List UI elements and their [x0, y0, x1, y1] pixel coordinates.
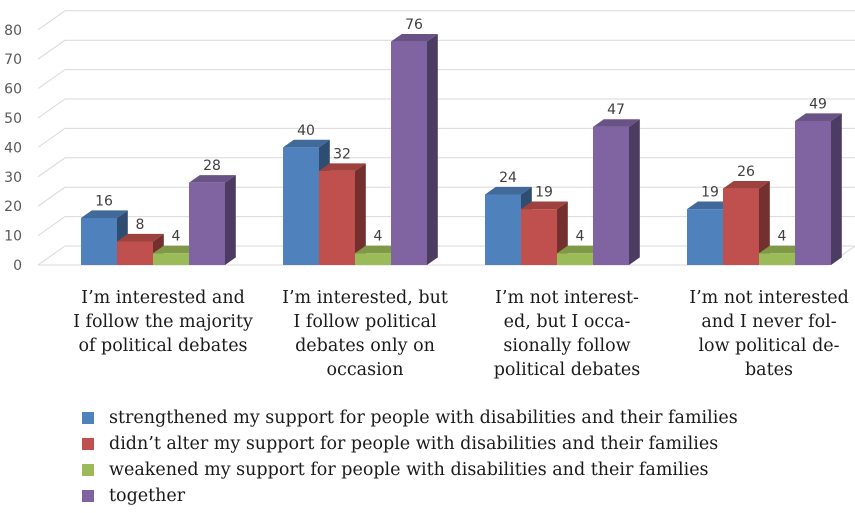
gridline-diagonal [37, 98, 66, 119]
data-label: 4 [172, 229, 181, 245]
data-label: 19 [701, 185, 719, 201]
bar-chart: 0 10 20 30 40 50 60 70 80 16 8 4 28 40 32 4 76 24 19 4 47 19 2… [4, 10, 855, 274]
legend-item: weakened my support for people with disa… [82, 457, 738, 483]
gridline-diagonal [37, 69, 66, 90]
y-tick-label: 60 [4, 82, 22, 98]
legend-label: weakened my support for people with disa… [109, 460, 709, 480]
data-label: 28 [203, 158, 221, 174]
data-label: 26 [737, 164, 755, 180]
x-category-label: I’m not interested and I never fol- low … [689, 288, 849, 380]
data-label: 24 [499, 170, 517, 186]
y-tick-label: 80 [4, 23, 22, 39]
y-tick-label: 0 [13, 258, 22, 274]
gridline-diagonal [37, 245, 66, 266]
legend: strengthened my support for people with … [82, 405, 738, 509]
data-label: 40 [297, 123, 315, 139]
legend-swatch [82, 490, 94, 502]
data-label: 16 [95, 193, 113, 209]
y-tick-label: 30 [4, 170, 22, 186]
bar [593, 119, 640, 265]
legend-label: strengthened my support for people with … [109, 408, 738, 428]
x-category-label: I’m interested and I follow the majority… [73, 288, 253, 356]
gridline-diagonal [37, 10, 66, 31]
y-tick-label: 10 [4, 229, 22, 245]
y-tick-label: 50 [4, 111, 22, 127]
legend-item: didn’t alter my support for people with … [82, 431, 738, 457]
legend-swatch [82, 412, 94, 424]
data-label: 76 [405, 17, 423, 33]
data-label: 49 [809, 96, 827, 112]
legend-swatch [82, 464, 94, 476]
legend-label: together [109, 486, 186, 506]
gridline-diagonal [37, 157, 66, 178]
bar [319, 163, 366, 265]
y-tick-label: 70 [4, 52, 22, 68]
data-labels: 16 8 4 28 40 32 4 76 24 19 4 47 19 26 4 49 [95, 17, 827, 245]
bar [391, 33, 438, 266]
y-tick-label: 40 [4, 140, 22, 156]
data-label: 19 [535, 185, 553, 201]
data-label: 4 [374, 229, 383, 245]
bar [189, 175, 236, 265]
y-axis-tick-labels: 0 10 20 30 40 50 60 70 80 [4, 23, 22, 274]
legend-swatch [82, 438, 94, 450]
legend-label: didn’t alter my support for people with … [109, 434, 719, 454]
gridline-diagonal [37, 186, 66, 207]
data-label: 4 [576, 229, 585, 245]
x-category-label: I’m interested, but I follow political d… [282, 288, 448, 380]
data-label: 4 [778, 229, 787, 245]
gridline-diagonal [37, 39, 66, 60]
data-label: 8 [136, 217, 145, 233]
x-category-label: I’m not interest- ed, but I occa- sional… [493, 288, 641, 380]
data-label: 47 [607, 102, 625, 118]
gridline-diagonal [37, 216, 66, 237]
bar [795, 113, 842, 265]
bar [723, 180, 770, 265]
bars [81, 33, 842, 266]
legend-item: together [82, 483, 738, 509]
data-label: 32 [333, 146, 351, 162]
gridline-diagonal [37, 127, 66, 148]
y-tick-label: 20 [4, 199, 22, 215]
legend-item: strengthened my support for people with … [82, 405, 738, 431]
